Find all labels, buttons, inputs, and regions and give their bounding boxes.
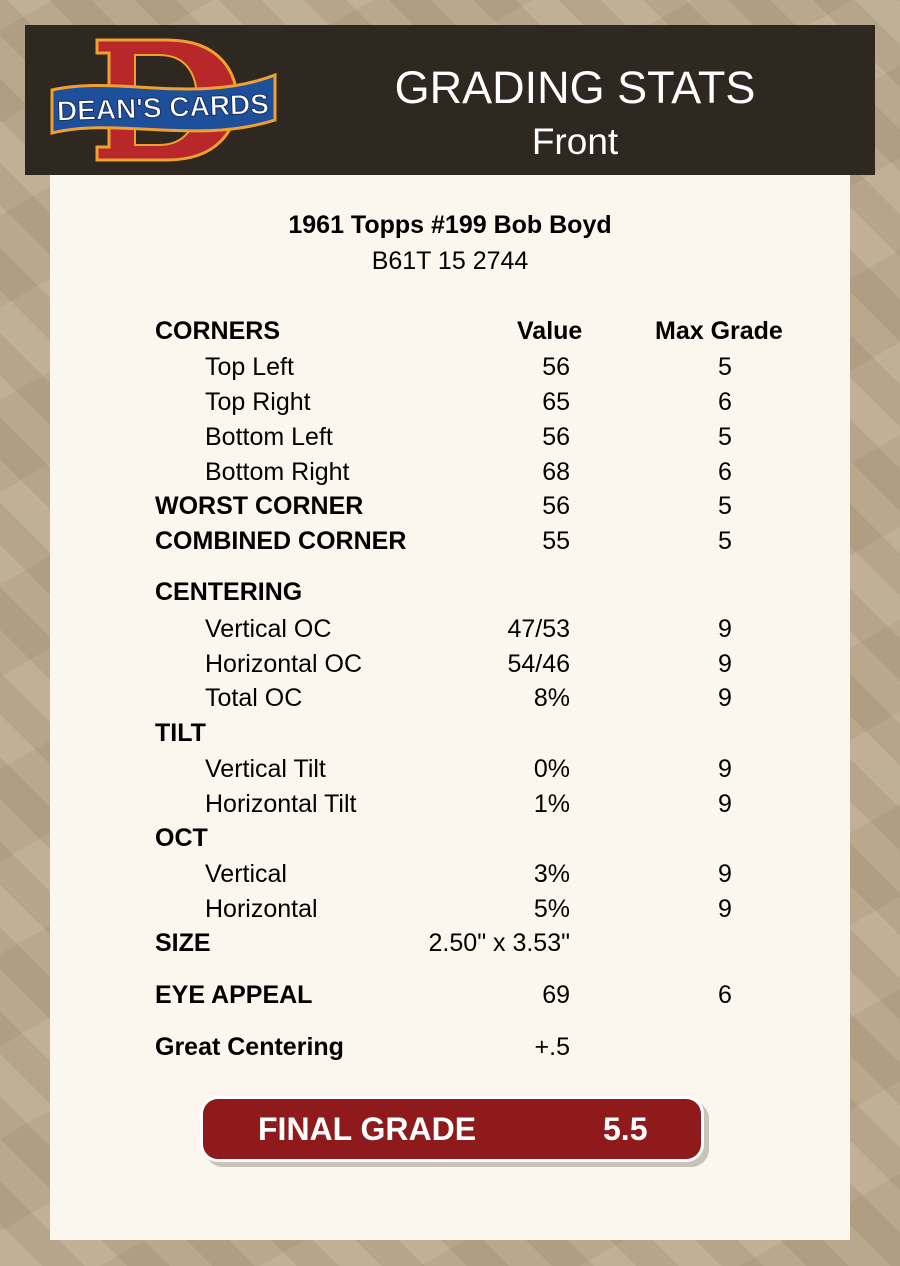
- stat-value: 3%: [533, 860, 570, 888]
- stat-value: 56: [542, 492, 570, 520]
- stat-value: 2.50" x 3.53": [428, 929, 570, 957]
- stat-value: 1%: [533, 790, 570, 818]
- stat-row: CORNERS: [50, 316, 850, 346]
- stat-row: EYE APPEAL 69 6: [50, 980, 850, 1010]
- max-grade-column-header: Max Grade: [655, 317, 783, 345]
- stat-max-grade: 5: [718, 492, 732, 520]
- stat-row: Total OC 8% 9: [50, 683, 850, 713]
- grading-panel: 1961 Topps #199 Bob Boyd B61T 15 2744 Va…: [50, 175, 850, 1240]
- stat-label: CENTERING: [155, 578, 303, 606]
- stat-label: COMBINED CORNER: [155, 527, 407, 555]
- stat-max-grade: 9: [718, 684, 732, 712]
- stat-row: CENTERING: [50, 577, 850, 607]
- stat-value: 56: [542, 353, 570, 381]
- value-column-header: Value: [517, 317, 583, 345]
- stat-max-grade: 6: [718, 458, 732, 486]
- stat-label: Horizontal OC: [205, 650, 362, 678]
- stat-value: 0%: [533, 755, 570, 783]
- stat-row: Horizontal OC 54/46 9: [50, 649, 850, 679]
- stat-label: Bottom Left: [205, 423, 333, 451]
- stat-label: Total OC: [205, 684, 303, 712]
- stat-row: Great Centering +.5: [50, 1032, 850, 1062]
- stat-max-grade: 9: [718, 895, 732, 923]
- stat-max-grade: 5: [718, 527, 732, 555]
- card-name: 1961 Topps #199 Bob Boyd: [288, 211, 612, 239]
- stat-row: COMBINED CORNER 55 5: [50, 526, 850, 556]
- stat-row: Top Right 65 6: [50, 387, 850, 417]
- stat-label: Vertical: [205, 860, 287, 888]
- svg-text:DEAN'S CARDS: DEAN'S CARDS: [56, 88, 269, 126]
- card-code: B61T 15 2744: [371, 247, 529, 275]
- stat-label: Vertical Tilt: [205, 755, 326, 783]
- stat-max-grade: 5: [718, 353, 732, 381]
- stat-row: WORST CORNER 56 5: [50, 491, 850, 521]
- stat-max-grade: 5: [718, 423, 732, 451]
- stat-max-grade: 9: [718, 755, 732, 783]
- stat-label: Horizontal Tilt: [205, 790, 357, 818]
- stat-label: CORNERS: [155, 317, 281, 345]
- stat-label: TILT: [155, 719, 206, 747]
- header-bar: DEAN'S CARDS GRADING STATS Front: [25, 25, 875, 175]
- page-title: GRADING STATS: [394, 62, 756, 113]
- stat-value: 65: [542, 388, 570, 416]
- stat-value: 68: [542, 458, 570, 486]
- final-grade-label: FINAL GRADE: [258, 1111, 477, 1147]
- stat-value: 69: [542, 981, 570, 1009]
- stat-label: Bottom Right: [205, 458, 350, 486]
- stat-max-grade: 9: [718, 860, 732, 888]
- stat-value: 55: [542, 527, 570, 555]
- stat-row: TILT: [50, 718, 850, 748]
- stat-value: 8%: [533, 684, 570, 712]
- stat-label: Top Left: [205, 353, 294, 381]
- stat-row: SIZE 2.50" x 3.53": [50, 928, 850, 958]
- stat-row: Vertical OC 47/53 9: [50, 614, 850, 644]
- stat-label: Vertical OC: [205, 615, 332, 643]
- stat-row: OCT: [50, 823, 850, 853]
- stat-row: Bottom Left 56 5: [50, 422, 850, 452]
- stat-max-grade: 9: [718, 650, 732, 678]
- stat-row: Bottom Right 68 6: [50, 457, 850, 487]
- stat-max-grade: 6: [718, 981, 732, 1009]
- stat-label: EYE APPEAL: [155, 981, 313, 1009]
- deans-cards-logo: DEAN'S CARDS: [50, 38, 277, 162]
- stat-max-grade: 9: [718, 790, 732, 818]
- stat-value: 54/46: [507, 650, 570, 678]
- final-grade-value: 5.5: [603, 1111, 648, 1147]
- stat-label: WORST CORNER: [155, 492, 364, 520]
- stat-label: Great Centering: [155, 1033, 344, 1061]
- stat-label: OCT: [155, 824, 208, 852]
- stat-max-grade: 9: [718, 615, 732, 643]
- stat-value: 47/53: [507, 615, 570, 643]
- stat-label: SIZE: [155, 929, 211, 957]
- final-grade-badge: FINAL GRADE 5.5: [200, 1096, 704, 1162]
- stat-row: Vertical 3% 9: [50, 859, 850, 889]
- stat-value: +.5: [534, 1033, 570, 1061]
- stat-row: Vertical Tilt 0% 9: [50, 754, 850, 784]
- stat-row: Top Left 56 5: [50, 352, 850, 382]
- stat-value: 56: [542, 423, 570, 451]
- stat-row: Horizontal 5% 9: [50, 894, 850, 924]
- stat-value: 5%: [533, 895, 570, 923]
- stat-label: Top Right: [205, 388, 311, 416]
- stat-max-grade: 6: [718, 388, 732, 416]
- page-subtitle: Front: [531, 121, 619, 162]
- stat-label: Horizontal: [205, 895, 318, 923]
- stat-row: Horizontal Tilt 1% 9: [50, 789, 850, 819]
